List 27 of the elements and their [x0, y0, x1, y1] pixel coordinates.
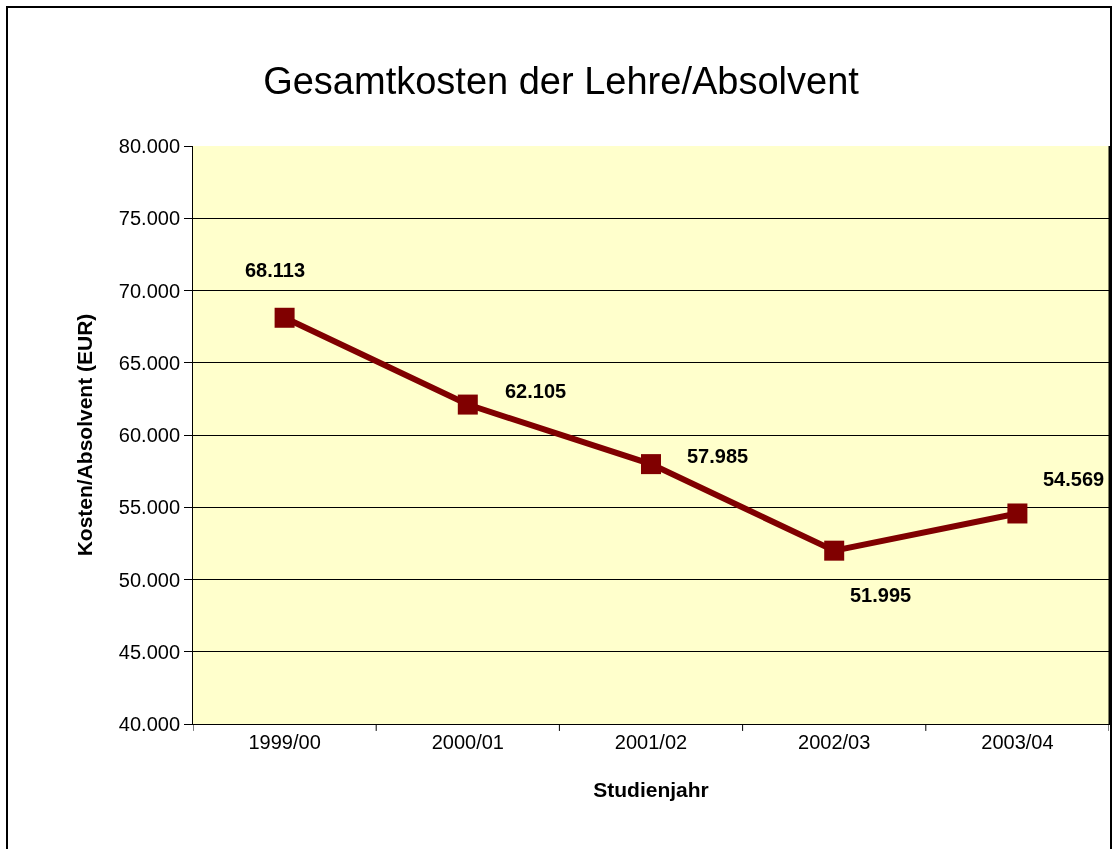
x-tick-label: 2003/04	[981, 731, 1054, 753]
point	[641, 454, 661, 475]
x-axis-title: Studienjahr	[593, 778, 709, 802]
x-tick-label: 1999/00	[248, 731, 321, 753]
point	[1007, 503, 1028, 524]
data-label: 54.569	[1043, 468, 1105, 490]
y-tick-label: 80.000	[118, 135, 180, 157]
y-tick-label: 45.000	[118, 640, 180, 663]
y-axis-title: Kosten/Absolvent (EUR)	[72, 313, 96, 557]
data-label: 68.113	[245, 259, 306, 281]
x-tick-label: 2002/03	[798, 731, 871, 753]
point	[274, 307, 295, 328]
y-tick-label: 60.000	[118, 424, 180, 446]
y-tick-label: 65.000	[118, 351, 180, 374]
y-tick-label: 70.000	[118, 279, 180, 302]
y-tick-label: 75.000	[118, 207, 180, 230]
y-tick-label: 50.000	[118, 568, 180, 591]
x-tick-label: 2000/01	[431, 731, 504, 753]
data-label: 57.985	[687, 445, 749, 467]
y-tick-label: 55.000	[118, 496, 180, 519]
point	[824, 540, 845, 561]
chart-title: Gesamtkosten der Lehre/Absolvent	[263, 59, 860, 102]
data-label: 62.105	[505, 380, 567, 402]
data-label: 51.995	[850, 584, 912, 606]
x-tick-label: 2001/02	[614, 731, 688, 753]
point	[457, 394, 478, 415]
y-tick-label: 40.000	[118, 713, 180, 735]
